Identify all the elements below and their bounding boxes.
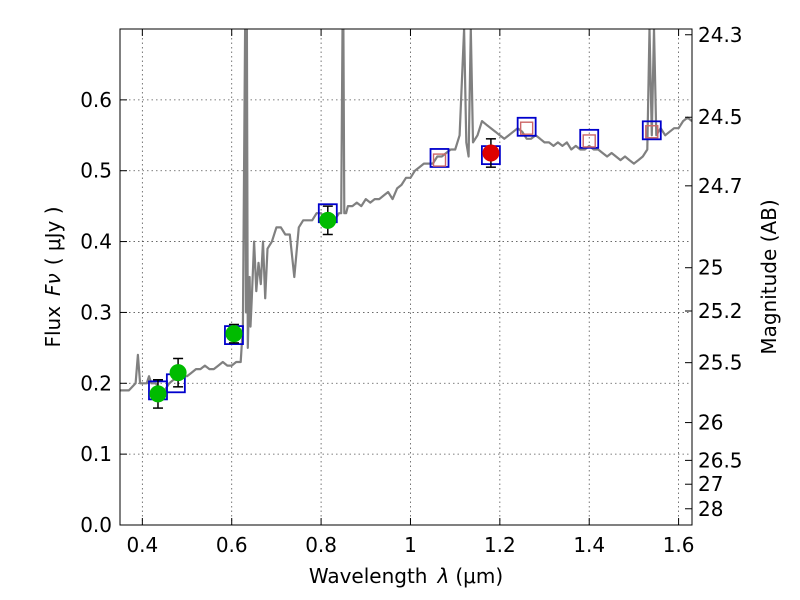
upper-limit-marker: [582, 134, 596, 148]
x-tick-label: 1: [404, 533, 417, 557]
y-tick-label: 0.6: [80, 88, 112, 112]
upper-limit-marker: [519, 121, 534, 135]
y-tick-label: 0.2: [80, 371, 112, 395]
y2-tick-label: 24.7: [698, 174, 743, 198]
y-tick-label: 0.3: [80, 300, 112, 324]
y2-tick-label: 26: [698, 411, 723, 435]
x-tick-label: 0.4: [126, 533, 158, 557]
model-photometry-square: [579, 128, 600, 149]
y-tick-label: 0.5: [80, 159, 112, 183]
y-tick-label: 0.4: [80, 230, 112, 254]
observed-data-point: [149, 385, 167, 403]
x-tick-label: 1.4: [573, 533, 605, 557]
observed-data-point: [169, 364, 187, 382]
model-photometry-square: [641, 120, 662, 141]
observed-data-point: [225, 325, 243, 343]
upper-limit-marker: [645, 125, 659, 139]
plot-frame: [119, 28, 693, 526]
y2-tick-label: 25.5: [698, 351, 743, 375]
axis-ticks: 0.4 0.6 0.8 1 1.2 1.4 1.6 0.0 0.1 0.2 0.3 0.4 0.5 0.6…: [80, 23, 742, 557]
y2-tick-label: 28: [698, 497, 723, 521]
y-tick-label: 0.0: [80, 513, 112, 537]
y2-tick-label: 27: [698, 472, 723, 496]
observed-data-point: [319, 211, 337, 229]
y2-tick-label: 26.5: [698, 448, 743, 472]
grid: [120, 29, 692, 525]
x-tick-label: 1.6: [663, 533, 695, 557]
y-axis-label: FluxFν( μJy ): [41, 206, 65, 347]
plot-area: [120, 29, 692, 409]
y2-axis-label: Magnitude (AB): [757, 199, 781, 354]
upper-limit-marker: [432, 153, 447, 167]
y-tick-label: 0.1: [80, 442, 112, 466]
sed-model-line: [120, 29, 692, 392]
x-tick-label: 1.2: [484, 533, 516, 557]
y2-tick-label: 25.2: [698, 299, 743, 323]
model-photometry-square: [516, 116, 537, 137]
x-axis-label: Wavelength λ (μm): [309, 564, 503, 588]
x-tick-label: 0.8: [305, 533, 337, 557]
y2-tick-label: 24.5: [698, 105, 743, 129]
y2-tick-label: 24.3: [698, 23, 743, 47]
observed-data-point: [482, 144, 500, 162]
y2-tick-label: 25: [698, 256, 723, 280]
model-photometry-square: [429, 148, 450, 168]
x-tick-label: 0.6: [216, 533, 248, 557]
